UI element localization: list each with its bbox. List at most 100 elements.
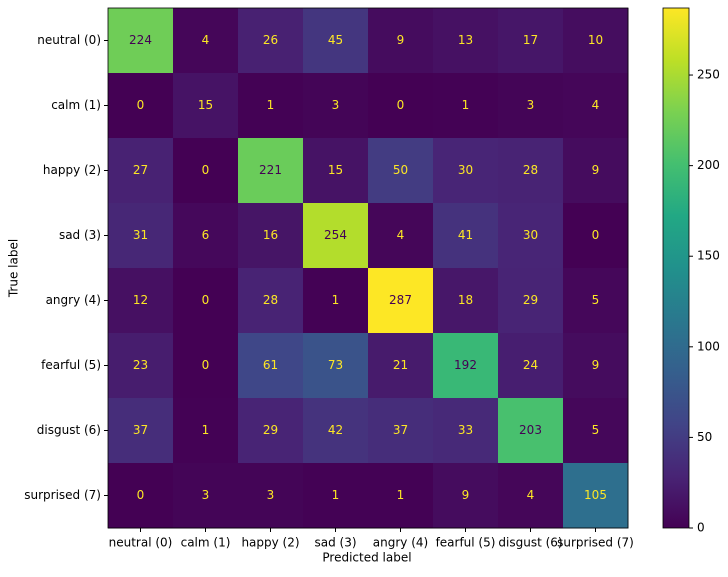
- cell-label: 29: [523, 293, 538, 307]
- heatmap-cell: [173, 333, 239, 399]
- cell-label: 0: [592, 228, 600, 242]
- cell-label: 0: [137, 488, 145, 502]
- cell-label: 3: [267, 488, 275, 502]
- cell-label: 1: [332, 488, 340, 502]
- heatmap-cell: [303, 203, 369, 269]
- heatmap-cell: [498, 268, 564, 334]
- heatmap-cell: [238, 463, 304, 529]
- cell-label: 9: [592, 358, 600, 372]
- cell-label: 50: [393, 163, 408, 177]
- cell-label: 9: [397, 33, 405, 47]
- heatmap-cell: [108, 398, 174, 464]
- plot-frame: [107, 7, 629, 529]
- cell-label: 30: [458, 163, 473, 177]
- cell-label: 12: [133, 293, 148, 307]
- heatmap-cell: [238, 398, 304, 464]
- heatmap-cell: [433, 138, 499, 204]
- heatmap-cell: [368, 333, 434, 399]
- cell-label: 254: [324, 228, 347, 242]
- heatmap-cell: [368, 268, 434, 334]
- y-axis-label: True label: [7, 239, 21, 298]
- cell-label: 41: [458, 228, 473, 242]
- heatmap-cell: [173, 138, 239, 204]
- cell-label: 4: [397, 228, 405, 242]
- cell-label: 4: [527, 488, 535, 502]
- cell-label: 10: [588, 33, 603, 47]
- cell-label: 27: [133, 163, 148, 177]
- heatmap-cell: [173, 73, 239, 139]
- heatmap-cell: [433, 203, 499, 269]
- heatmap-cell: [563, 203, 629, 269]
- cell-label: 3: [202, 488, 210, 502]
- cell-label: 9: [462, 488, 470, 502]
- cell-label: 21: [393, 358, 408, 372]
- heatmap-cell: [303, 268, 369, 334]
- x-tick-label: neutral (0): [109, 536, 173, 550]
- heatmap-cell: [303, 463, 369, 529]
- cell-label: 0: [137, 98, 145, 112]
- cell-label: 37: [393, 423, 408, 437]
- cell-label: 0: [397, 98, 405, 112]
- y-tick-label: calm (1): [51, 98, 101, 112]
- heatmap-cell: [433, 268, 499, 334]
- y-tick-label: sad (3): [59, 228, 101, 242]
- heatmap-cell: [563, 8, 629, 74]
- cell-label: 37: [133, 423, 148, 437]
- cell-label: 0: [202, 358, 210, 372]
- heatmap-cell: [498, 138, 564, 204]
- heatmap-cell: [173, 398, 239, 464]
- x-tick-label: angry (4): [373, 536, 428, 550]
- heatmap-cell: [238, 73, 304, 139]
- cell-label: 33: [458, 423, 473, 437]
- x-tick-label: calm (1): [181, 536, 231, 550]
- heatmap-cell: [303, 8, 369, 74]
- cell-label: 6: [202, 228, 210, 242]
- cell-label: 0: [202, 293, 210, 307]
- y-tick-label: surprised (7): [24, 488, 101, 502]
- cell-label: 28: [263, 293, 278, 307]
- colorbar-tick-label: 0: [697, 521, 705, 535]
- heatmap-cell: [433, 398, 499, 464]
- colorbar-tick-label: 200: [697, 158, 720, 172]
- colorbar-tick-label: 50: [697, 430, 712, 444]
- heatmap-cell: [368, 203, 434, 269]
- x-tick-label: disgust (6): [498, 536, 562, 550]
- heatmap-cell: [108, 203, 174, 269]
- cell-label: 4: [592, 98, 600, 112]
- heatmap-cell: [563, 333, 629, 399]
- cell-label: 203: [519, 423, 542, 437]
- cell-label: 28: [523, 163, 538, 177]
- heatmap-cell: [303, 138, 369, 204]
- heatmap-cell: [563, 138, 629, 204]
- cell-label: 45: [328, 33, 343, 47]
- heatmap-cell: [433, 8, 499, 74]
- cell-label: 16: [263, 228, 278, 242]
- heatmap-cell: [368, 463, 434, 529]
- cell-label: 221: [259, 163, 282, 177]
- cell-label: 1: [332, 293, 340, 307]
- heatmap-cell: [303, 333, 369, 399]
- cell-label: 4: [202, 33, 210, 47]
- heatmap-cell: [173, 8, 239, 74]
- heatmap-cell: [433, 333, 499, 399]
- cell-label: 105: [584, 488, 607, 502]
- cell-label: 1: [267, 98, 275, 112]
- cell-label: 23: [133, 358, 148, 372]
- cell-label: 15: [198, 98, 213, 112]
- y-tick-label: disgust (6): [37, 423, 101, 437]
- cell-label: 192: [454, 358, 477, 372]
- colorbar-tick-label: 250: [697, 68, 720, 82]
- heatmap-cell: [433, 463, 499, 529]
- heatmap-cell: [498, 333, 564, 399]
- cell-label: 13: [458, 33, 473, 47]
- cell-label: 30: [523, 228, 538, 242]
- heatmap-cell: [238, 8, 304, 74]
- cell-label: 15: [328, 163, 343, 177]
- heatmap-cell: [563, 73, 629, 139]
- heatmap-cell: [303, 398, 369, 464]
- heatmap-cell: [498, 73, 564, 139]
- heatmap-cell: [563, 398, 629, 464]
- heatmap-cell: [108, 463, 174, 529]
- x-tick-label: sad (3): [314, 536, 356, 550]
